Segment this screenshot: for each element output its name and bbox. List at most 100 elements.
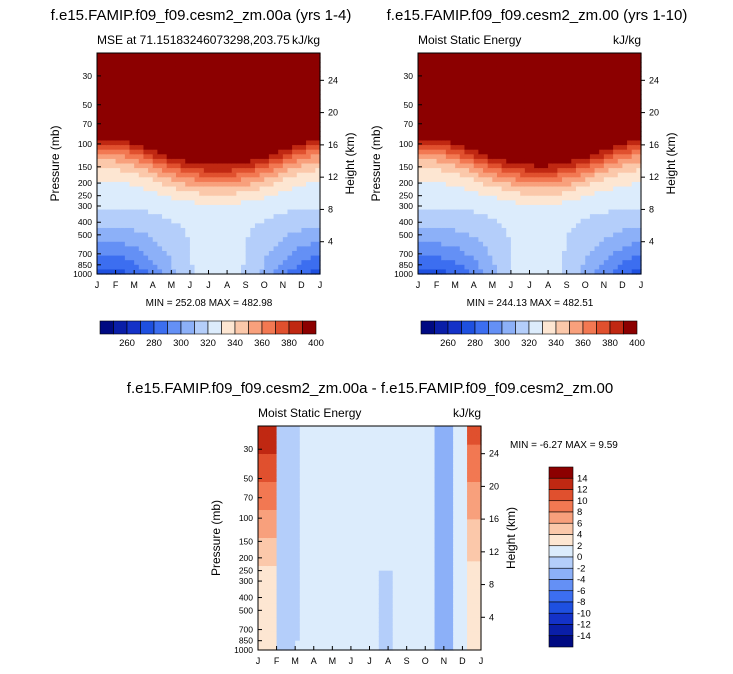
contour-cell — [469, 163, 475, 169]
contour-cell — [431, 76, 438, 82]
contour-cell — [631, 80, 637, 86]
contour-cell — [636, 218, 642, 224]
contour-cell — [138, 250, 145, 257]
contour-cell — [120, 57, 126, 63]
contour-cell — [315, 177, 321, 183]
contour-cell — [267, 435, 273, 441]
contour-cell — [575, 168, 582, 174]
contour-cell — [199, 103, 205, 109]
contour-cell — [106, 103, 112, 109]
contour-cell — [580, 112, 586, 119]
contour-cell — [148, 145, 154, 151]
contour-cell — [529, 140, 535, 146]
contour-cell — [631, 149, 637, 155]
contour-cell — [134, 62, 140, 68]
contour-cell — [292, 227, 298, 234]
contour-cell — [250, 250, 256, 257]
contour-cell — [152, 89, 158, 96]
contour-cell — [217, 227, 224, 234]
contour-cell — [436, 204, 442, 211]
contour-cell — [510, 85, 517, 91]
contour-cell — [510, 255, 517, 261]
contour-cell — [157, 172, 163, 178]
contour-cell — [227, 76, 233, 82]
contour-cell — [603, 214, 610, 220]
contour-cell — [227, 108, 233, 114]
contour-cell — [287, 227, 293, 234]
contour-cell — [548, 112, 554, 119]
contour-cell — [262, 580, 268, 586]
contour-cell — [548, 218, 554, 224]
contour-cell — [287, 214, 293, 220]
contour-cell — [273, 250, 279, 257]
y-tick-label: 850 — [78, 260, 92, 270]
contour-cell — [189, 246, 196, 252]
contour-cell — [418, 237, 424, 243]
contour-cell — [259, 181, 265, 188]
contour-cell — [306, 204, 312, 211]
contour-cell — [622, 250, 628, 257]
contour-cell — [148, 57, 154, 63]
contour-cell — [436, 227, 442, 234]
contour-cell — [510, 168, 517, 174]
contour-cell — [166, 53, 172, 59]
contour-cell — [515, 117, 521, 123]
contour-cell — [278, 62, 284, 68]
contour-cell — [617, 200, 624, 206]
contour-cell — [296, 76, 303, 82]
contour-cell — [455, 71, 461, 77]
contour-cell — [571, 140, 577, 146]
contour-cell — [194, 232, 200, 238]
contour-cell — [469, 62, 475, 68]
contour-cell — [241, 200, 247, 206]
contour-cell — [501, 66, 507, 73]
contour-cell — [552, 264, 558, 270]
contour-cell — [534, 218, 540, 224]
contour-cell — [562, 145, 568, 151]
contour-cell — [492, 218, 498, 224]
contour-cell — [254, 145, 261, 151]
contour-cell — [599, 223, 605, 229]
contour-cell — [455, 66, 461, 73]
contour-cell — [603, 260, 610, 266]
contour-cell — [422, 126, 428, 132]
contour-cell — [608, 89, 614, 96]
contour-cell — [175, 154, 182, 160]
contour-cell — [157, 126, 163, 132]
contour-cell — [227, 250, 233, 257]
contour-cell — [594, 94, 600, 100]
contour-cell — [543, 89, 549, 96]
contour-cell — [427, 154, 433, 160]
contour-cell — [110, 94, 117, 100]
contour-cell — [315, 191, 321, 197]
contour-cell — [124, 191, 131, 197]
contour-cell — [115, 145, 121, 151]
contour-cell — [483, 76, 489, 82]
contour-cell — [613, 154, 619, 160]
contour-cell — [259, 227, 265, 234]
contour-cell — [483, 117, 489, 123]
contour-cell — [566, 117, 572, 123]
contour-cell — [97, 112, 103, 119]
contour-cell — [185, 209, 191, 215]
contour-cell — [262, 491, 268, 497]
contour-cell — [520, 66, 526, 73]
contour-cell — [315, 76, 321, 82]
contour-cell — [636, 103, 642, 109]
contour-cell — [152, 66, 158, 73]
contour-cell — [292, 112, 298, 119]
contour-cell — [310, 80, 316, 86]
contour-cell — [441, 99, 447, 105]
contour-cell — [143, 181, 149, 188]
contour-cell — [627, 163, 633, 169]
height-tick-label: 16 — [649, 140, 659, 150]
contour-cell — [487, 89, 493, 96]
contour-cell — [245, 214, 251, 220]
contour-cell — [97, 227, 103, 234]
contour-cell — [548, 168, 554, 174]
contour-cell — [199, 62, 205, 68]
contour-cell — [315, 145, 321, 151]
contour-cell — [264, 117, 270, 123]
contour-cell — [236, 232, 242, 238]
contour-cell — [571, 135, 577, 142]
